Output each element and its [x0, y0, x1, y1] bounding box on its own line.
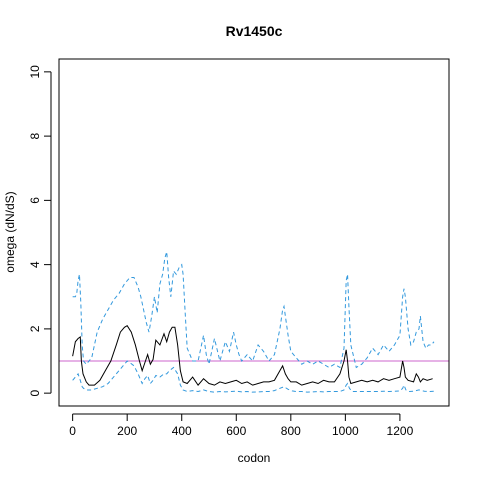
series-line-2 — [72, 360, 435, 393]
x-tick-label: 0 — [69, 424, 76, 438]
x-tick-label: 1200 — [387, 424, 414, 438]
plot-area — [59, 251, 449, 393]
y-tick-label: 4 — [28, 261, 42, 268]
x-axis-label: codon — [238, 451, 271, 465]
y-tick-label: 0 — [28, 389, 42, 396]
x-tick-label: 600 — [226, 424, 246, 438]
x-tick-label: 800 — [281, 424, 301, 438]
series-line-0 — [72, 325, 433, 386]
y-axis: 0 2 4 6 8 10 — [28, 65, 52, 396]
x-axis: 0 200 400 600 800 1000 1200 — [69, 413, 414, 438]
y-tick-label: 8 — [28, 132, 42, 139]
y-tick-label: 10 — [28, 65, 42, 79]
y-tick-label: 2 — [28, 325, 42, 332]
y-axis-label: omega (dN/dS) — [3, 191, 17, 272]
x-tick-label: 1000 — [332, 424, 359, 438]
series-line-1 — [72, 251, 435, 369]
chart-title: Rv1450c — [226, 23, 283, 39]
x-tick-label: 400 — [172, 424, 192, 438]
y-tick-label: 6 — [28, 197, 42, 204]
x-tick-label: 200 — [117, 424, 137, 438]
plot-frame — [58, 58, 450, 407]
